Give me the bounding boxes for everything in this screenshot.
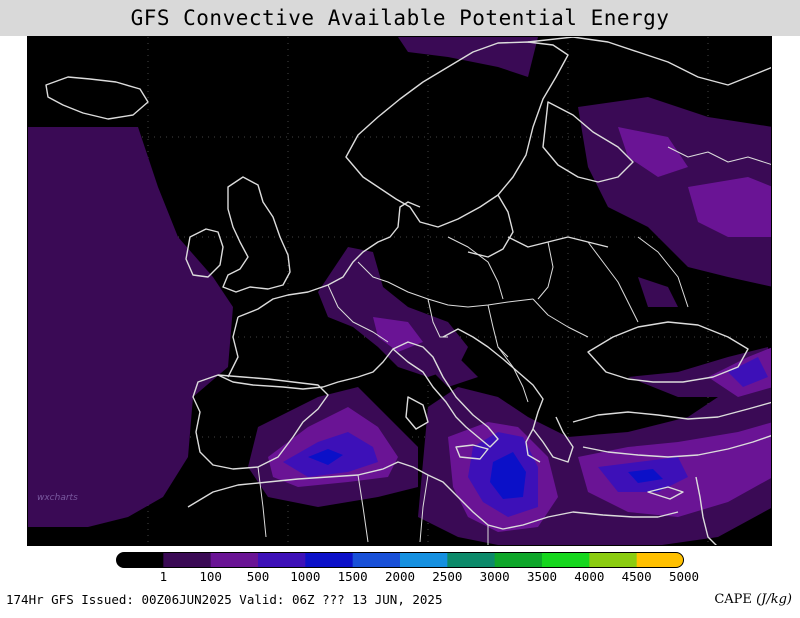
colorbar-tick-label: 3500 <box>526 569 558 584</box>
colorbar-tick-label: 5000 <box>668 569 700 584</box>
colorbar-tick-label: 4000 <box>574 569 605 584</box>
colorbar-segment <box>494 552 543 568</box>
chart-title: GFS Convective Available Potential Energ… <box>130 6 670 30</box>
title-bar: GFS Convective Available Potential Energ… <box>0 0 800 36</box>
cape-peak-regions <box>308 449 663 499</box>
footer-units: CAPE (J/kg) <box>714 592 792 607</box>
colorbar-tick-label: 1500 <box>337 569 368 584</box>
colorbar-labels: 1 100 500 1000 1500 2000 2500 3000 3500 4000 4500 5… <box>116 569 716 585</box>
colorbar-tick-label: 100 <box>199 569 222 584</box>
coastlines <box>45 37 771 545</box>
colorbar-segment <box>258 552 306 568</box>
colorbar-tick-label: 2500 <box>432 569 463 584</box>
colorbar-segment <box>542 552 590 568</box>
colorbar-tick-label: 500 <box>246 569 270 584</box>
cape-map <box>28 37 771 545</box>
footer-units-label: CAPE <box>714 592 752 607</box>
colorbar-segment <box>305 552 354 568</box>
colorbar-tick-label: 1000 <box>290 569 321 584</box>
colorbar-segment <box>636 552 684 568</box>
colorbar-segment <box>116 552 164 568</box>
footer-run-info: 174Hr GFS Issued: 00Z06JUN2025 Valid: 06… <box>6 592 443 607</box>
colorbar-segment <box>210 552 259 568</box>
colorbar-outline <box>116 552 684 568</box>
colorbar-tick-label: 1 <box>159 569 168 584</box>
colorbar-segment <box>352 552 401 568</box>
colorbar <box>116 552 684 568</box>
colorbar-tick-label: 3000 <box>479 569 510 584</box>
colorbar-segment <box>163 552 212 568</box>
colorbar-segment <box>447 552 496 568</box>
map-panel <box>27 36 772 546</box>
footer-units-value: (J/kg) <box>756 592 792 607</box>
watermark: wxcharts <box>37 493 78 503</box>
colorbar-tick-label: 4500 <box>621 569 652 584</box>
colorbar-segment <box>589 552 638 568</box>
colorbar-tick-label: 2000 <box>384 569 416 584</box>
colorbar-segment <box>400 552 448 568</box>
